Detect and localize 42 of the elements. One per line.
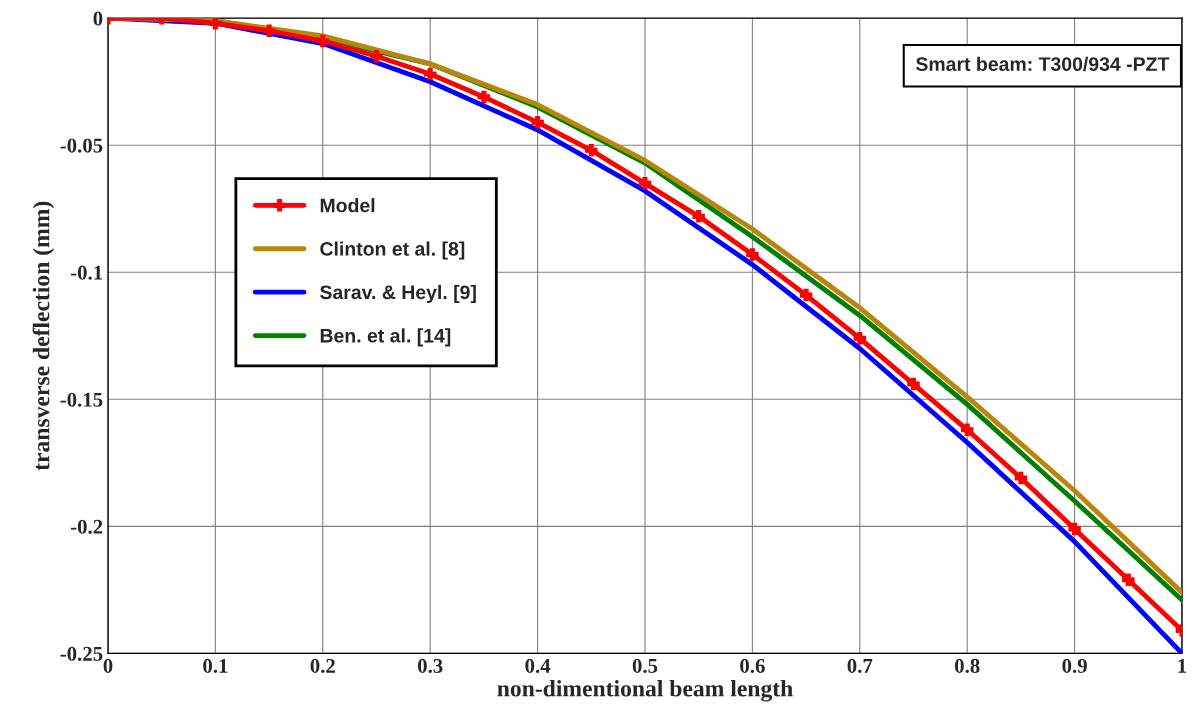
point [1068,522,1081,536]
point [531,116,544,129]
x-tick-label: 0.2 [310,658,335,674]
point [262,24,276,38]
y-tick-label: -0.05 [60,138,103,153]
legend-label: Sarav. & Heyl. [9] [320,284,476,304]
legend-label: Clinton et al. [8] [320,241,465,260]
x-tick-label: 0 [103,658,113,673]
y-tick-label: 0 [93,11,103,26]
x-tick-label: 0.1 [203,658,228,674]
y-tick-label: -0.25 [60,646,103,661]
x-tick-label: 0.9 [1062,658,1087,674]
x-tick-label: 0.8 [954,658,980,674]
point [370,50,383,63]
legend-label: Ben. et al. [14] [320,328,451,347]
x-tick-label: 0.3 [417,658,443,674]
x-tick-label: 0.5 [632,658,658,674]
y-axis-title: transverse deflection (mm) [32,201,55,471]
point [209,18,222,30]
y-tick-label: -0.2 [70,519,103,534]
x-tick-label: 1 [1178,658,1187,673]
point [960,423,974,437]
point [638,177,652,190]
x-axis-title: non-dimentional beam length [497,679,793,702]
y-tick-label: -0.15 [60,392,103,407]
x-tick-label: 0.7 [847,658,873,674]
point [477,90,491,104]
point [907,377,920,391]
point [692,210,705,223]
point [746,248,759,261]
annotation: Smart beam: T300/934 -PZT [915,56,1170,72]
x-tick-label: 0.4 [525,658,551,674]
point [799,288,813,302]
point [316,34,330,48]
legend-label: Model [320,198,375,213]
y-tick-label: -0.1 [70,265,103,280]
point [1122,573,1135,586]
point [853,332,867,345]
point [585,144,598,157]
x-tick-label: 0.6 [740,658,765,674]
point [423,67,437,81]
point [1014,471,1028,485]
